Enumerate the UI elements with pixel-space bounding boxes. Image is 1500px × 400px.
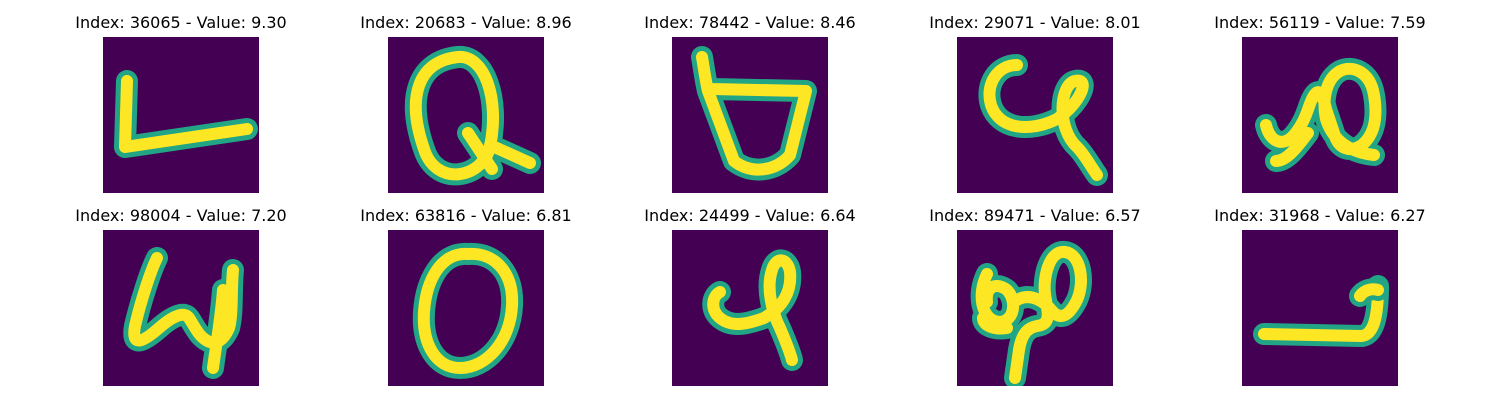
panel-title: Index: 36065 - Value: 9.30 — [75, 13, 287, 32]
digit-image — [1242, 37, 1398, 193]
digit-image — [957, 230, 1113, 386]
panel-title: Index: 24499 - Value: 6.64 — [644, 206, 856, 225]
figure-panel-4: Index: 29071 - Value: 8.01 — [929, 15, 1141, 205]
figure-panel-1: Index: 36065 - Value: 9.30 — [75, 15, 287, 205]
glyph-image — [103, 37, 259, 193]
figure-panel-8: Index: 24499 - Value: 6.64 — [644, 208, 856, 398]
digit-image — [388, 230, 544, 386]
panel-title: Index: 63816 - Value: 6.81 — [360, 206, 572, 225]
figure-panel-7: Index: 63816 - Value: 6.81 — [360, 208, 572, 398]
glyph-image — [957, 230, 1113, 386]
panel-title: Index: 89471 - Value: 6.57 — [929, 206, 1141, 225]
digit-image — [388, 37, 544, 193]
figure-panel-10: Index: 31968 - Value: 6.27 — [1214, 208, 1426, 398]
digit-image — [957, 37, 1113, 193]
figure-panel-3: Index: 78442 - Value: 8.46 — [644, 15, 856, 205]
figure-panel-9: Index: 89471 - Value: 6.57 — [929, 208, 1141, 398]
digit-image — [672, 230, 828, 386]
figure-panel-2: Index: 20683 - Value: 8.96 — [360, 15, 572, 205]
glyph-image — [957, 37, 1113, 193]
glyph-image — [672, 230, 828, 386]
digit-image — [103, 230, 259, 386]
digit-image — [672, 37, 828, 193]
figure-panel-5: Index: 56119 - Value: 7.59 — [1214, 15, 1426, 205]
glyph-image — [1242, 37, 1398, 193]
glyph-image — [388, 230, 544, 386]
glyph-image — [103, 230, 259, 386]
panel-title: Index: 78442 - Value: 8.46 — [644, 13, 856, 32]
glyph-image — [672, 37, 828, 193]
figure-panel-6: Index: 98004 - Value: 7.20 — [75, 208, 287, 398]
glyph-image — [1242, 230, 1398, 386]
glyph-image — [388, 37, 544, 193]
panel-title: Index: 20683 - Value: 8.96 — [360, 13, 572, 32]
panel-title: Index: 56119 - Value: 7.59 — [1214, 13, 1426, 32]
digit-image — [1242, 230, 1398, 386]
digit-image — [103, 37, 259, 193]
panel-title: Index: 31968 - Value: 6.27 — [1214, 206, 1426, 225]
panel-title: Index: 98004 - Value: 7.20 — [75, 206, 287, 225]
panel-title: Index: 29071 - Value: 8.01 — [929, 13, 1141, 32]
